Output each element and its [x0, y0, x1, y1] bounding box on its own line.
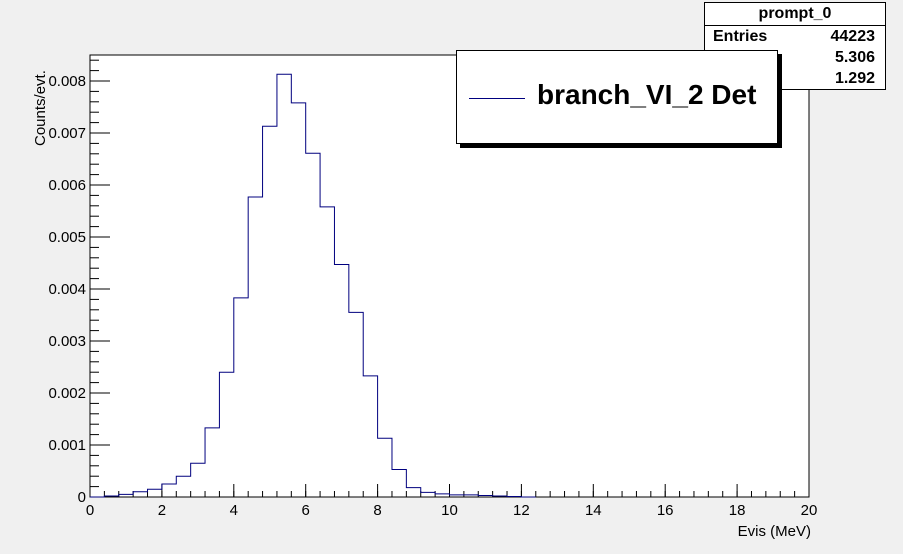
- stats-value: 44223: [830, 28, 876, 45]
- y-tick-label: 0.003: [48, 333, 86, 350]
- x-tick-label: 12: [513, 502, 530, 519]
- stats-value: 5.306: [834, 49, 875, 66]
- y-tick-label: 0.006: [48, 177, 86, 194]
- x-tick-label: 14: [585, 502, 602, 519]
- stats-row-rms: 1.292: [705, 68, 885, 89]
- stats-value: 1.292: [834, 70, 875, 87]
- x-tick-label: 6: [302, 502, 310, 519]
- y-axis: 0 0.001 0.002 0.003 0.004 0.005 0.006 0.007 0.00…: [48, 59, 110, 506]
- y-tick-label: 0.005: [48, 229, 86, 246]
- legend: branch_VI_2 Det: [456, 50, 778, 144]
- x-tick-label: 4: [230, 502, 238, 519]
- x-axis-label: Evis (MeV): [738, 523, 811, 540]
- y-axis-label: Counts/evt.: [32, 70, 49, 146]
- stats-row-mean: 5.306: [705, 47, 885, 68]
- x-tick-label: 18: [729, 502, 746, 519]
- y-tick-label: 0.007: [48, 125, 86, 142]
- y-tick-label: 0.004: [48, 281, 86, 298]
- y-tick-label: 0.008: [48, 73, 86, 90]
- y-tick-label: 0: [78, 489, 86, 506]
- x-tick-label: 20: [801, 502, 818, 519]
- stats-title: prompt_0: [705, 3, 885, 26]
- x-tick-label: 10: [441, 502, 458, 519]
- histogram-series-line: [90, 73, 536, 498]
- stats-row-entries: Entries 44223: [705, 26, 885, 47]
- stats-key: Entries: [713, 28, 768, 45]
- legend-line: [469, 98, 525, 99]
- legend-label: branch_VI_2 Det: [537, 79, 757, 110]
- x-axis: 0 2 4 6 8 10 12 14 16 18 20: [86, 484, 818, 519]
- x-tick-label: 0: [86, 502, 94, 519]
- x-tick-label: 16: [657, 502, 674, 519]
- legend-swatch: [469, 65, 525, 131]
- x-tick-label: 2: [158, 502, 166, 519]
- y-tick-label: 0.002: [48, 385, 86, 402]
- x-tick-label: 8: [373, 502, 381, 519]
- y-tick-label: 0.001: [48, 437, 86, 454]
